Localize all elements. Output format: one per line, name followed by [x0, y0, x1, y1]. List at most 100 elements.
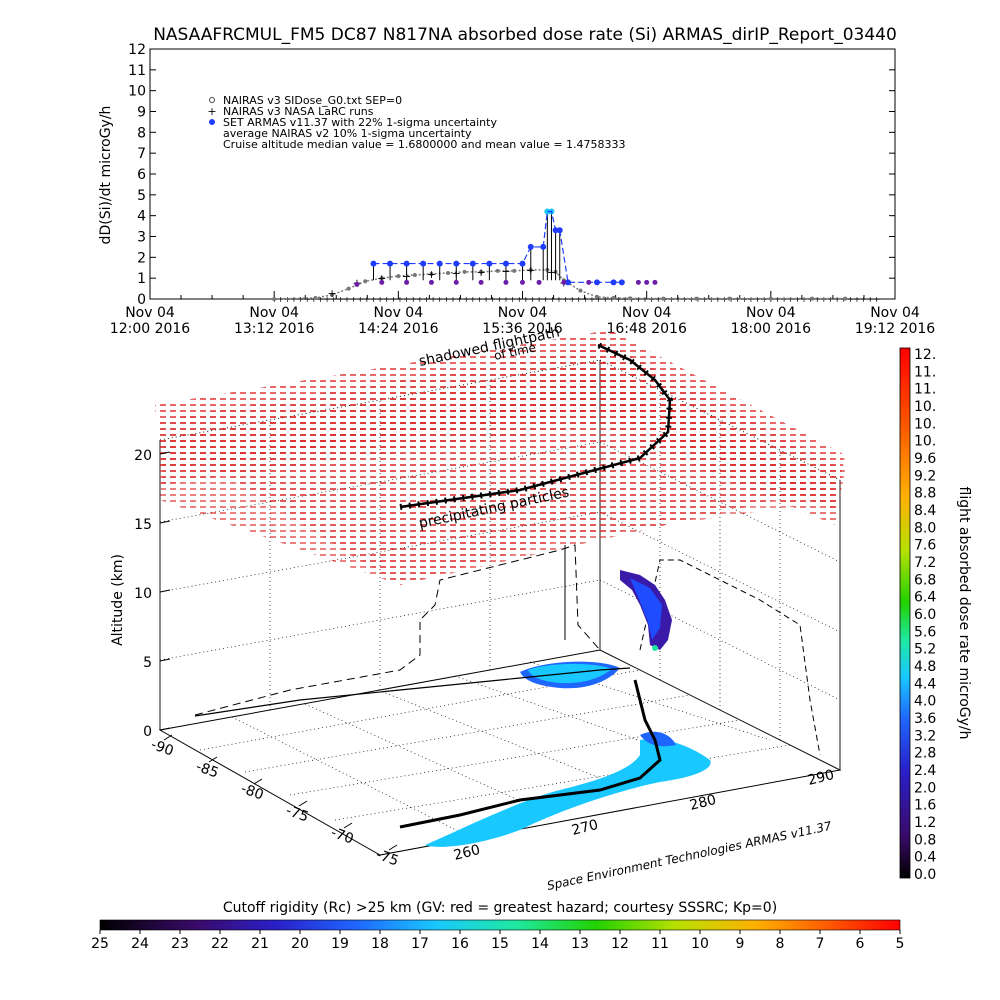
x-tick-label-time: 12:00 2016 — [110, 321, 191, 337]
armas-line — [373, 210, 622, 283]
sidose-point — [379, 276, 384, 281]
z-tick-label: 15 — [134, 517, 152, 533]
legend-entry: average NAIRAS v2 10% 1-sigma uncertaint… — [223, 127, 472, 140]
nairas-v2-point — [586, 279, 592, 285]
colorbar-tick-label: 12. — [914, 347, 936, 363]
rigidity-ticks: 25 24 23 22 21 20 19 18 17 16 15 14 13 12 11 10 9 8 7 6 5 — [91, 930, 904, 952]
baseline-point: + — [569, 295, 576, 304]
baseline-point: + — [417, 295, 424, 304]
baseline-point: + — [503, 295, 510, 304]
rigidity-gradient — [99, 919, 901, 931]
colorbar-tick-label: 6.0 — [914, 607, 936, 623]
baseline-point: + — [450, 295, 457, 304]
rigidity-tick-label: 6 — [856, 936, 865, 952]
baseline-point: + — [615, 295, 622, 304]
baseline-point: + — [304, 295, 311, 304]
colorbar-label: flight absorbed dose rate microGy/h — [956, 487, 972, 740]
baseline-point: + — [602, 295, 609, 304]
baseline-point: + — [801, 295, 808, 304]
z-tick-label: 0 — [143, 724, 152, 740]
sidose-point — [661, 296, 666, 301]
nairas-v2-point — [379, 279, 385, 285]
rigidity-tick-label: 16 — [451, 936, 469, 952]
altitude-projection — [194, 544, 821, 756]
y-tick-label: 9 — [137, 105, 146, 121]
rigidity-tick-label: 20 — [291, 936, 309, 952]
sidose-point — [611, 295, 616, 300]
baseline-point: + — [556, 295, 563, 304]
colorbar-tick-label: 10. — [914, 434, 936, 450]
armas-point — [387, 260, 394, 267]
lon-tick-label: 280 — [688, 792, 718, 814]
baseline-point: + — [509, 295, 516, 304]
y-tick-label: 3 — [137, 230, 146, 246]
y-tick-label: 2 — [137, 250, 146, 266]
y-tick-label: 7 — [137, 146, 146, 162]
sidose-point — [727, 296, 732, 301]
baseline-point: + — [549, 295, 556, 304]
baseline-point: + — [827, 295, 834, 304]
baseline-point: + — [761, 295, 768, 304]
baseline-point: + — [754, 295, 761, 304]
legend-symbol-icon — [209, 97, 215, 103]
baseline-point: + — [476, 295, 483, 304]
larc-point: + — [377, 272, 386, 285]
baseline-point: + — [847, 295, 854, 304]
colorbar-tick-label: 11. — [914, 382, 936, 398]
baseline-point: + — [715, 295, 722, 304]
sidose-point — [595, 294, 599, 299]
baseline-point: + — [542, 295, 549, 304]
colorbar-tick-label: 0.0 — [914, 867, 936, 883]
legend-symbol-icon: + — [207, 105, 216, 118]
sidose-point — [396, 274, 401, 279]
colorbar-tick-label: 8.8 — [914, 486, 936, 502]
colorbar-tick-label: 4.8 — [914, 659, 936, 675]
armas-point — [486, 260, 493, 267]
baseline-point: + — [390, 295, 397, 304]
sidose-point — [479, 269, 484, 274]
nairas-v2-point — [520, 279, 525, 285]
baseline-point: + — [277, 295, 284, 304]
baseline-point: + — [575, 295, 582, 304]
colorbar-tick-label: 4.4 — [914, 676, 936, 692]
baseline-point: + — [655, 295, 662, 304]
rigidity-tick-label: 13 — [571, 936, 589, 952]
baseline-point: + — [794, 295, 801, 304]
baseline-point: + — [516, 295, 523, 304]
x-tick-label-date: Nov 04 — [374, 305, 424, 321]
rigidity-tick-label: 19 — [331, 936, 349, 952]
colorbar-tick-label: 11. — [914, 364, 936, 380]
x-tick-label-date: Nov 04 — [870, 305, 920, 321]
baseline-point: + — [635, 295, 642, 304]
colorbar-tick-label: 7.6 — [914, 538, 936, 554]
colorbar-tick-label: 6.8 — [914, 572, 936, 588]
baseline-point: + — [483, 295, 490, 304]
rigidity-tick-label: 17 — [411, 936, 429, 952]
sidose-point — [412, 273, 417, 278]
y-axis-label: dD(Si)/dt microGy/h — [98, 106, 114, 245]
lat-tick-label: -85 — [194, 759, 221, 782]
sidose-point — [363, 279, 368, 284]
x-tick-label-time: 18:00 2016 — [731, 321, 812, 337]
baseline-point: + — [622, 295, 629, 304]
shadowed-flightpath-layers — [155, 330, 845, 585]
legend-symbol-icon — [209, 119, 215, 125]
rigidity-tick-label: 8 — [776, 936, 785, 952]
baseline-point: + — [297, 295, 304, 304]
y-tick-label: 5 — [137, 188, 146, 204]
baseline-point: + — [311, 295, 318, 304]
nairas-v2-point — [652, 279, 658, 285]
baseline-point: + — [668, 295, 675, 304]
baseline-point: + — [463, 295, 470, 304]
baseline-point: + — [456, 295, 463, 304]
baseline-point: + — [562, 295, 569, 304]
baseline-point: + — [337, 295, 344, 304]
baseline-point: + — [377, 295, 384, 304]
baseline-point: + — [820, 295, 827, 304]
baseline-point: + — [814, 295, 821, 304]
lon-tick-label: 270 — [570, 817, 600, 839]
rigidity-title: Cutoff rigidity (Rc) >25 km (GV: red = g… — [223, 900, 777, 916]
baseline-point: + — [867, 295, 874, 304]
colorbar-tick-label: 3.6 — [914, 711, 936, 727]
rigidity-tick-label: 12 — [611, 936, 629, 952]
